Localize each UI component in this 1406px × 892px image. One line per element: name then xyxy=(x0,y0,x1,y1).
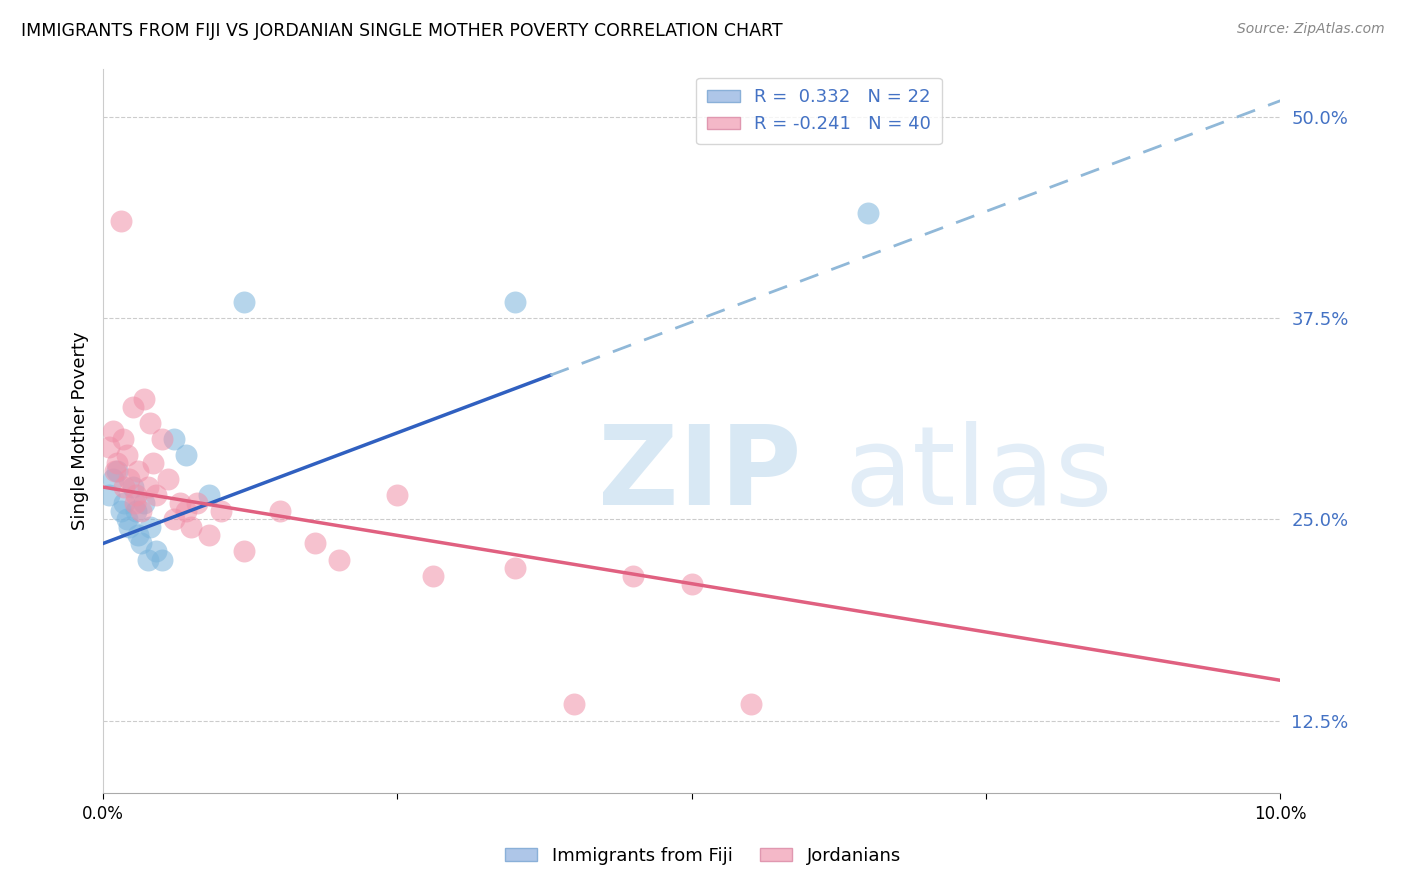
Point xyxy=(121,480,143,494)
Point xyxy=(101,424,124,438)
Point xyxy=(110,504,132,518)
Point xyxy=(169,496,191,510)
Point xyxy=(145,488,167,502)
Point xyxy=(118,520,141,534)
Point xyxy=(174,504,197,518)
Point xyxy=(115,448,138,462)
Point xyxy=(112,496,135,510)
Point xyxy=(503,295,526,310)
Point xyxy=(174,448,197,462)
Point xyxy=(209,504,232,518)
Point xyxy=(328,552,350,566)
Point xyxy=(115,512,138,526)
Text: IMMIGRANTS FROM FIJI VS JORDANIAN SINGLE MOTHER POVERTY CORRELATION CHART: IMMIGRANTS FROM FIJI VS JORDANIAN SINGLE… xyxy=(21,22,783,40)
Point xyxy=(198,488,221,502)
Point xyxy=(105,456,128,470)
Point xyxy=(129,504,152,518)
Point xyxy=(136,552,159,566)
Point xyxy=(134,392,156,406)
Point xyxy=(127,464,149,478)
Point xyxy=(104,464,127,478)
Text: ZIP: ZIP xyxy=(598,421,801,528)
Point xyxy=(422,568,444,582)
Point xyxy=(98,440,121,454)
Legend: R =  0.332   N = 22, R = -0.241   N = 40: R = 0.332 N = 22, R = -0.241 N = 40 xyxy=(696,78,942,145)
Point xyxy=(740,698,762,712)
Point xyxy=(125,488,148,502)
Point xyxy=(110,214,132,228)
Point xyxy=(562,698,585,712)
Point xyxy=(233,544,256,558)
Point xyxy=(163,512,186,526)
Point xyxy=(124,496,146,510)
Point xyxy=(180,520,202,534)
Point xyxy=(125,504,148,518)
Point xyxy=(387,488,409,502)
Point xyxy=(304,536,326,550)
Point xyxy=(118,472,141,486)
Point xyxy=(163,432,186,446)
Point xyxy=(139,416,162,430)
Point xyxy=(129,536,152,550)
Point xyxy=(134,496,156,510)
Point xyxy=(1092,826,1115,840)
Point xyxy=(127,528,149,542)
Text: atlas: atlas xyxy=(845,421,1114,528)
Point xyxy=(145,544,167,558)
Point xyxy=(198,528,221,542)
Point xyxy=(139,520,162,534)
Point xyxy=(105,464,128,478)
Point xyxy=(136,480,159,494)
Point xyxy=(150,432,173,446)
Point xyxy=(121,400,143,414)
Point xyxy=(112,480,135,494)
Point xyxy=(98,488,121,502)
Point xyxy=(156,472,179,486)
Legend: Immigrants from Fiji, Jordanians: Immigrants from Fiji, Jordanians xyxy=(496,838,910,874)
Point xyxy=(503,560,526,574)
Y-axis label: Single Mother Poverty: Single Mother Poverty xyxy=(72,332,89,530)
Text: Source: ZipAtlas.com: Source: ZipAtlas.com xyxy=(1237,22,1385,37)
Point xyxy=(269,504,291,518)
Point xyxy=(150,552,173,566)
Point xyxy=(233,295,256,310)
Point xyxy=(621,568,644,582)
Point xyxy=(112,432,135,446)
Point xyxy=(858,206,880,220)
Point xyxy=(142,456,165,470)
Point xyxy=(681,576,703,591)
Point xyxy=(186,496,208,510)
Point xyxy=(101,472,124,486)
